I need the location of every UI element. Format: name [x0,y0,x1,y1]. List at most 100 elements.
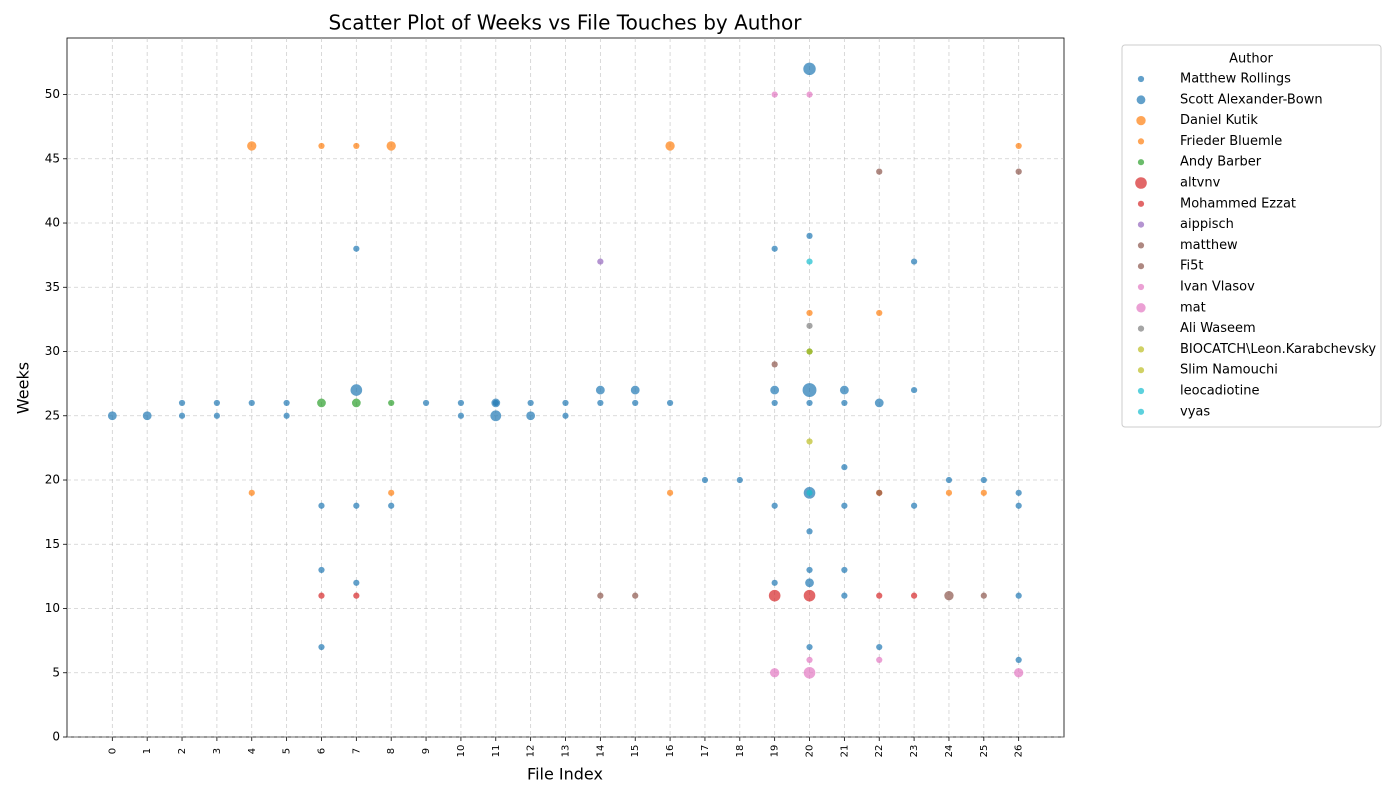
scatter-point [806,232,813,239]
scatter-point [353,245,360,252]
scatter-point [806,322,813,329]
scatter-point [945,489,953,496]
scatter-point [1015,656,1022,664]
scatter-point [527,399,534,407]
scatter-point [353,142,360,150]
legend-marker [1136,95,1146,105]
scatter-point [841,592,848,599]
legend-label: Slim Namouchi [1180,363,1278,378]
legend-label: Daniel Kutik [1180,113,1258,128]
scatter-point [283,399,290,407]
y-tick-label: 5 [52,665,60,679]
scatter-point [632,592,639,599]
scatter-point [213,399,221,407]
scatter-point [806,438,813,445]
legend-marker [1137,408,1145,415]
legend-marker [1137,221,1145,228]
x-axis-label: File Index [527,765,603,784]
scatter-point [876,168,883,175]
x-tick-label: 18 [735,745,746,758]
scatter-point [526,411,536,421]
scatter-point [632,399,639,407]
scatter-point [806,399,813,407]
scatter-point [770,668,780,678]
legend-label: matthew [1180,238,1238,253]
scatter-point [771,91,778,98]
scatter-point [806,348,813,355]
scatter-point [1015,489,1022,496]
legend-label: Ali Waseem [1180,321,1256,336]
x-tick-label: 22 [874,745,885,758]
scatter-point [388,399,395,407]
scatter-point [353,592,360,599]
scatter-point [876,656,883,664]
x-tick-label: 23 [909,745,920,758]
legend-marker [1137,387,1145,395]
legend-marker [1136,303,1146,313]
x-tick-label: 6 [316,748,327,754]
scatter-point [806,643,813,651]
scatter-point [770,385,780,395]
y-tick-label: 30 [45,344,60,358]
legend-label: Matthew Rollings [1180,72,1291,87]
scatter-point [910,592,918,599]
y-tick-label: 15 [45,537,60,551]
legend-marker [1136,115,1146,126]
x-tick-label: 19 [770,745,781,758]
legend-label: Scott Alexander-Bown [1180,92,1323,107]
scatter-point [876,643,883,651]
scatter-point [806,489,813,496]
scatter-point [805,578,814,588]
scatter-point [1015,142,1022,150]
scatter-point [665,141,675,151]
scatter-point [213,412,221,419]
legend-marker [1137,138,1145,145]
scatter-point [802,383,817,398]
scatter-point [318,592,325,599]
scatter-point [910,502,918,509]
scatter-point [876,592,883,599]
scatter-point [1014,668,1024,678]
scatter-point [597,258,604,265]
scatter-point [597,592,604,599]
legend-marker [1135,177,1147,189]
scatter-point [980,489,987,496]
y-tick-label: 35 [45,280,60,294]
y-tick-label: 20 [45,473,60,487]
scatter-point [630,385,640,395]
scatter-point [980,476,987,484]
scatter-point [806,528,813,535]
scatter-point [353,579,360,586]
legend-marker [1137,367,1145,374]
scatter-point [910,258,918,265]
scatter-point [771,502,778,509]
scatter-point [666,489,674,496]
scatter-point [422,399,430,407]
x-tick-label: 14 [595,745,606,758]
scatter-point [457,399,465,407]
scatter-point [353,502,360,509]
scatter-point [1015,168,1022,175]
scatter-point [806,656,813,664]
y-tick-label: 25 [45,408,60,422]
x-tick-label: 2 [177,748,188,754]
x-tick-label: 9 [421,748,432,754]
x-tick-label: 16 [665,745,676,758]
scatter-point [945,476,953,484]
y-tick-label: 10 [45,601,60,615]
scatter-point [701,476,709,484]
scatter-point [768,589,781,602]
x-tick-label: 11 [491,745,502,758]
scatter-point [803,62,816,76]
scatter-point [841,502,848,509]
scatter-point [491,398,501,408]
legend-marker [1137,200,1145,207]
scatter-point [248,399,255,407]
scatter-point [736,476,743,484]
scatter-point [178,399,186,407]
y-tick-label: 0 [52,730,60,744]
scatter-point [771,245,778,252]
scatter-point [562,412,569,419]
scatter-point [803,666,816,679]
